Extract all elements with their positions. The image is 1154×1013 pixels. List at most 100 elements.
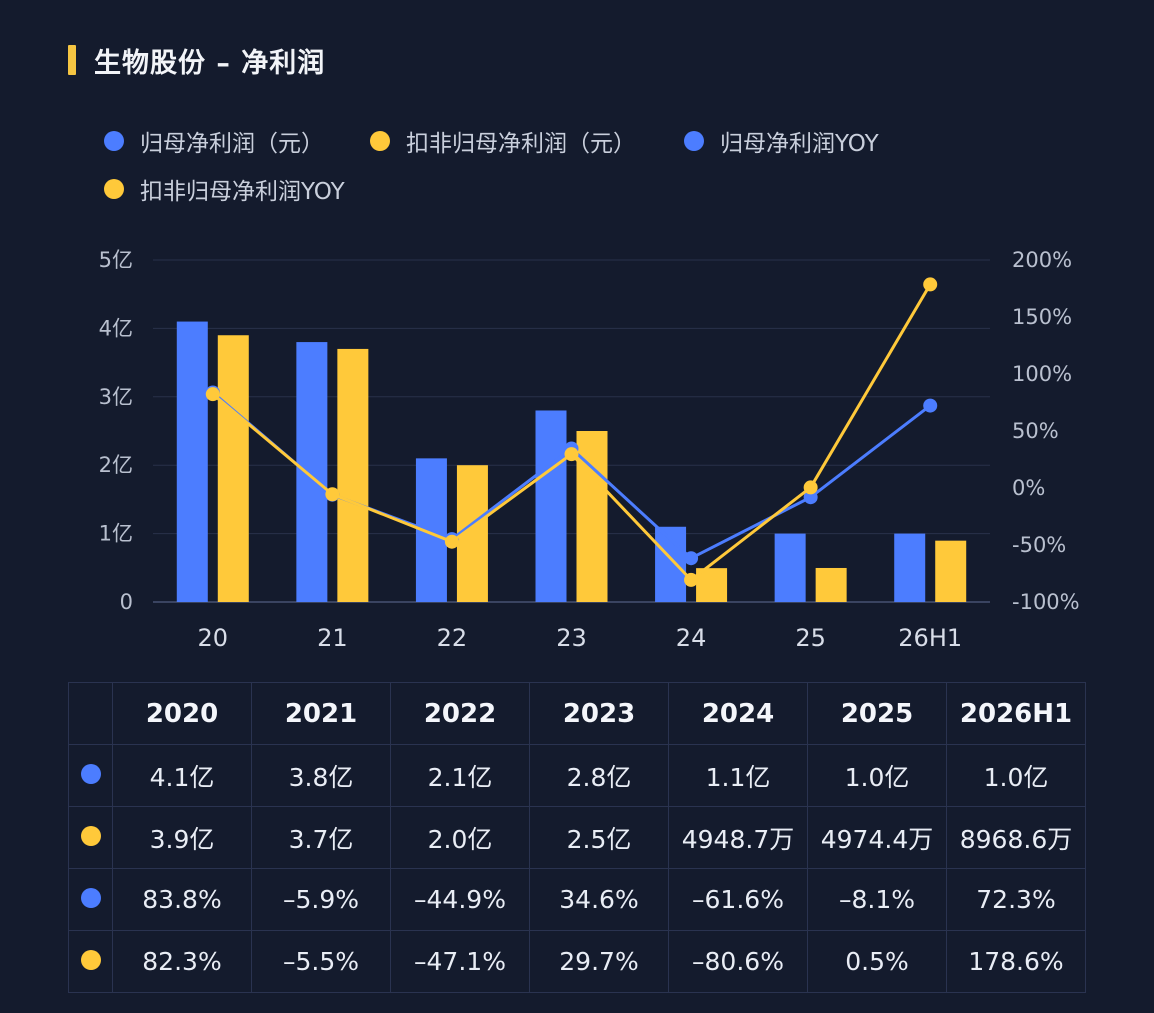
x-axis-tick-label: 21 (317, 624, 348, 652)
legend-dot-icon (684, 131, 704, 151)
legend-dot-icon (104, 179, 124, 199)
table-cell: 2.0亿 (390, 806, 530, 869)
table-cell: 8968.6万 (946, 806, 1086, 869)
table-row: 83.8% –5.9% –44.9% 34.6% –61.6% –8.1% 72… (68, 868, 1086, 931)
bar-deducted-net-profit (337, 348, 369, 602)
table-cell: 3.7亿 (251, 806, 391, 869)
right-axis-tick-label: 50% (1012, 419, 1059, 443)
point-parent-yoy (923, 398, 938, 413)
legend-item-parent-net-profit[interactable]: 归母净利润（元） (104, 124, 324, 158)
row-dot-icon (80, 888, 101, 908)
point-deducted-yoy (564, 447, 579, 462)
left-axis-tick-label: 5亿 (99, 248, 133, 272)
table-cell: 2.1亿 (390, 744, 530, 807)
point-deducted-yoy (803, 480, 818, 495)
table-cell: –5.9% (251, 868, 391, 931)
table-cell: –47.1% (390, 930, 530, 993)
table-header-cell: 2022 (390, 682, 530, 745)
row-marker (68, 744, 113, 807)
table-cell: 1.0亿 (807, 744, 947, 807)
x-axis-tick-label: 25 (795, 624, 826, 652)
table-header-cell: 2023 (529, 682, 669, 745)
table-row: 3.9亿 3.7亿 2.0亿 2.5亿 4948.7万 4974.4万 8968… (68, 806, 1086, 869)
title-accent-bar (68, 45, 76, 75)
row-dot-icon (80, 764, 101, 784)
table-cell: –5.5% (251, 930, 391, 993)
point-parent-yoy (684, 551, 699, 566)
legend-label: 归母净利润YOY (720, 131, 879, 157)
table-cell: 29.7% (529, 930, 669, 993)
row-dot-icon (80, 950, 101, 970)
table-cell: 4948.7万 (668, 806, 808, 869)
table-cell: 3.9亿 (112, 806, 252, 869)
x-axis-tick-label: 24 (676, 624, 707, 652)
point-deducted-yoy (325, 487, 340, 502)
table-cell: –8.1% (807, 868, 947, 931)
point-parent-yoy (803, 490, 818, 505)
bar-parent-net-profit (296, 342, 328, 602)
data-table: 2020 2021 2022 2023 2024 2025 2026H1 4.1… (68, 682, 1086, 993)
point-deducted-yoy (205, 387, 220, 402)
table-corner-cell (68, 682, 113, 745)
legend-label: 归母净利润（元） (140, 131, 324, 157)
x-axis-tick-label: 23 (556, 624, 587, 652)
table-header-cell: 2021 (251, 682, 391, 745)
table-cell: 2.8亿 (529, 744, 669, 807)
bar-parent-net-profit (535, 410, 567, 602)
table-header-cell: 2024 (668, 682, 808, 745)
bar-deducted-net-profit (815, 567, 847, 602)
point-deducted-yoy (684, 572, 699, 587)
table-header-row: 2020 2021 2022 2023 2024 2025 2026H1 (68, 682, 1086, 745)
table-row: 82.3% –5.5% –47.1% 29.7% –80.6% 0.5% 178… (68, 930, 1086, 993)
table-cell: 4974.4万 (807, 806, 947, 869)
right-axis-tick-label: 200% (1012, 248, 1072, 272)
table-row: 4.1亿 3.8亿 2.1亿 2.8亿 1.1亿 1.0亿 1.0亿 (68, 744, 1086, 807)
net-profit-chart: 0 1亿 2亿 3亿 4亿 5亿 -100% -50% 0% 50% 100% 150% 200% 20 2… (99, 248, 1080, 652)
table-cell: 83.8% (112, 868, 252, 931)
bar-parent-net-profit (176, 321, 208, 602)
bar-parent-net-profit (774, 533, 806, 602)
table-cell: 1.1亿 (668, 744, 808, 807)
legend-item-deducted-yoy[interactable]: 扣非归母净利润YOY (104, 172, 345, 206)
table-header-cell: 2020 (112, 682, 252, 745)
left-axis-tick-label: 1亿 (99, 522, 133, 546)
bar-deducted-net-profit (217, 335, 249, 602)
right-axis-tick-label: -100% (1012, 590, 1080, 614)
x-axis-tick-label: 22 (437, 624, 468, 652)
table-cell: 2.5亿 (529, 806, 669, 869)
table-header-cell: 2025 (807, 682, 947, 745)
legend-dot-icon (370, 131, 390, 151)
left-axis-tick-label: 2亿 (99, 453, 133, 477)
table-cell: 1.0亿 (946, 744, 1086, 807)
legend-item-parent-yoy[interactable]: 归母净利润YOY (684, 124, 879, 158)
left-axis-tick-label: 3亿 (99, 385, 133, 409)
row-marker (68, 930, 113, 993)
table-cell: 82.3% (112, 930, 252, 993)
right-axis-tick-label: 0% (1012, 476, 1045, 500)
legend-dot-icon (104, 131, 124, 151)
table-cell: –61.6% (668, 868, 808, 931)
table-header-cell: 2026H1 (946, 682, 1086, 745)
table-cell: 0.5% (807, 930, 947, 993)
bar-parent-net-profit (894, 533, 926, 602)
page-title: 生物股份 – 净利润 (94, 47, 326, 79)
table-cell: 4.1亿 (112, 744, 252, 807)
table-cell: 34.6% (529, 868, 669, 931)
legend-item-deducted-net-profit[interactable]: 扣非归母净利润（元） (370, 124, 636, 158)
left-axis-tick-label: 0 (120, 590, 133, 614)
table-cell: 3.8亿 (251, 744, 391, 807)
point-deducted-yoy (923, 277, 938, 292)
table-cell: –44.9% (390, 868, 530, 931)
row-marker (68, 806, 113, 869)
right-axis-tick-label: 150% (1012, 305, 1072, 329)
x-axis-tick-label: 26H1 (898, 624, 962, 652)
point-deducted-yoy (444, 534, 459, 549)
left-axis-tick-label: 4亿 (99, 316, 133, 340)
right-axis-tick-label: -50% (1012, 533, 1066, 557)
legend-label: 扣非归母净利润（元） (406, 131, 636, 157)
table-cell: 178.6% (946, 930, 1086, 993)
title-block: 生物股份 – 净利润 (68, 40, 325, 80)
x-axis-tick-label: 20 (198, 624, 229, 652)
row-marker (68, 868, 113, 931)
legend-label: 扣非归母净利润YOY (140, 179, 345, 205)
